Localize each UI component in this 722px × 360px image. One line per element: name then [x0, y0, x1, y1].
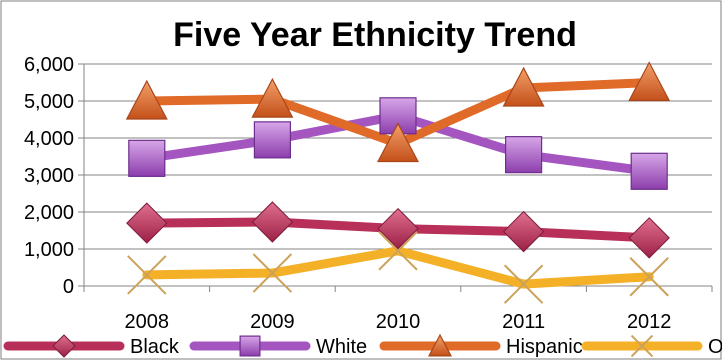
y-tick-label: 5,000: [24, 91, 74, 113]
marker-x-stroke: [630, 334, 654, 358]
data-point-black: [251, 201, 294, 243]
data-point-white: [505, 136, 543, 174]
marker-x-stroke: [252, 253, 293, 293]
legend-label-white: White: [316, 336, 367, 358]
data-point-hispanic: [125, 79, 168, 120]
data-point-other: [127, 255, 167, 295]
data-point-hispanic: [251, 77, 294, 118]
x-tick-label: 2009: [250, 311, 295, 333]
y-tick-label: 3,000: [24, 165, 74, 187]
legend-label-other: Other: [708, 336, 722, 358]
data-point-black: [126, 202, 168, 244]
data-point-black: [628, 217, 670, 259]
legend-marker-hispanic: [428, 333, 452, 357]
chart-title: Five Year Ethnicity Trend: [173, 16, 577, 54]
legend-item-black: Black: [3, 334, 180, 358]
data-point-other: [378, 231, 418, 271]
x-tick-label: 2008: [125, 311, 170, 333]
legend-item-other: Other: [581, 334, 722, 358]
y-tick-label: 0: [63, 276, 74, 298]
legend-marker-other: [630, 334, 654, 358]
legend-item-hispanic: Hispanic: [379, 333, 583, 358]
data-point-other: [629, 257, 669, 297]
y-tick-label: 1,000: [24, 239, 74, 261]
legend-marker-black: [52, 334, 76, 358]
y-tick-label: 4,000: [24, 128, 74, 150]
data-point-white: [630, 152, 668, 190]
marker-x-stroke: [127, 255, 167, 295]
y-tick-label: 6,000: [24, 54, 74, 76]
legend-marker-white: [239, 335, 261, 357]
marker-x-stroke: [629, 257, 669, 297]
data-point-other: [252, 253, 293, 293]
legend-item-white: White: [189, 335, 367, 358]
data-point-white: [253, 121, 291, 159]
data-point-white: [128, 139, 166, 177]
data-point-other: [503, 264, 544, 304]
data-point-black: [377, 207, 419, 250]
data-point-black: [502, 210, 545, 253]
x-tick-label: 2012: [627, 311, 672, 333]
y-tick-label: 2,000: [24, 202, 74, 224]
x-tick-label: 2011: [502, 311, 545, 333]
data-point-hispanic: [628, 61, 671, 102]
legend-label-black: Black: [130, 336, 180, 358]
marker-x-stroke: [378, 231, 418, 271]
data-point-hispanic: [377, 122, 419, 163]
legend-label-hispanic: Hispanic: [506, 336, 583, 358]
data-point-hispanic: [502, 66, 545, 107]
marker-x-stroke: [503, 264, 544, 304]
x-tick-label: 2010: [376, 311, 421, 333]
